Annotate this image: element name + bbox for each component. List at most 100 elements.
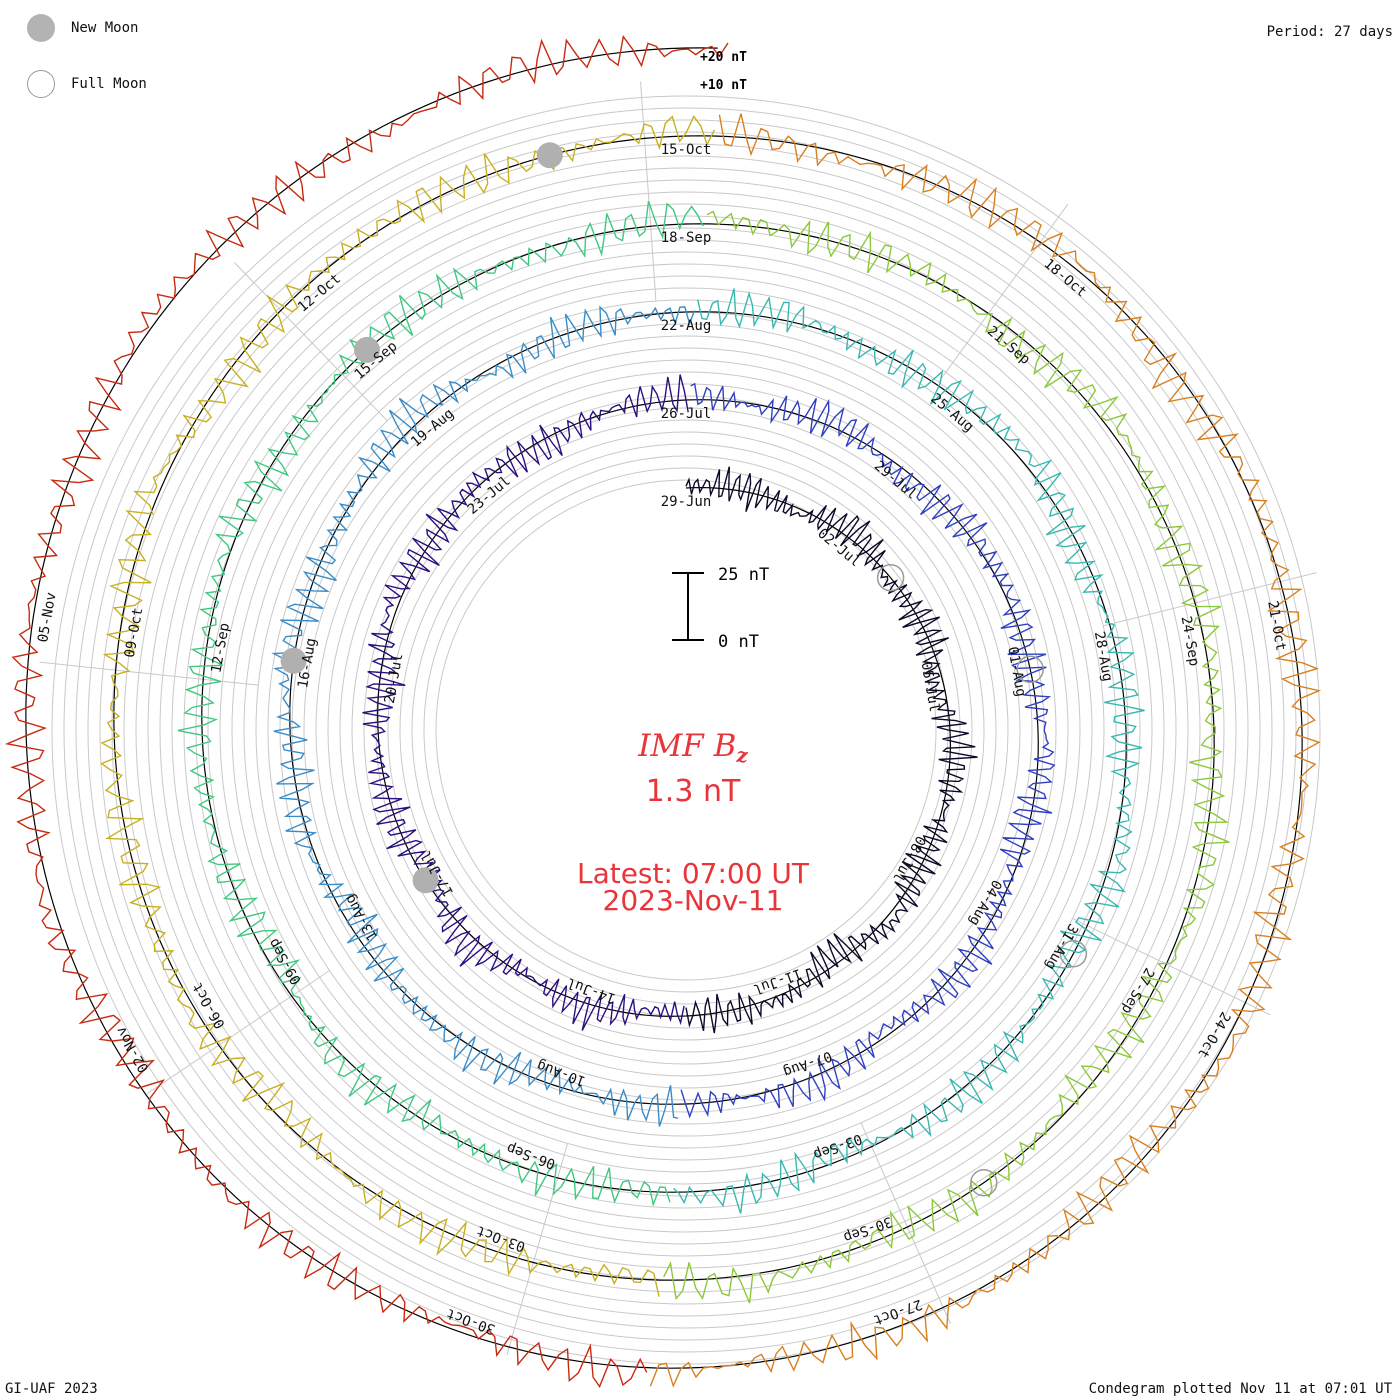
latest-date: 2023-Nov-11 — [602, 884, 784, 917]
date-label: 18-Oct — [1041, 256, 1090, 301]
series-segment-3 — [680, 382, 1056, 1119]
latest-time: Latest: 07:00 UT — [576, 857, 810, 890]
grid-ring — [375, 419, 997, 1041]
series-segment-5 — [673, 288, 1145, 1214]
moon-markers — [280, 142, 1088, 1197]
date-label: 11-Jul — [751, 965, 804, 997]
grid-ring — [231, 275, 1141, 1185]
grid-ring — [291, 335, 1081, 1125]
date-label: 07-Aug — [781, 1048, 834, 1080]
full-moon-marker — [1059, 939, 1088, 968]
spoke — [146, 970, 330, 1094]
scale-labels: +20 nT +10 nT — [700, 50, 747, 93]
grid-ring — [255, 299, 1117, 1161]
new-moon-icon — [27, 14, 55, 42]
date-label: 06-Oct — [190, 979, 229, 1031]
date-label: 12-Oct — [295, 271, 344, 316]
chart-title: IMF Bz — [0, 728, 1386, 767]
date-label: 05-Jul — [918, 661, 943, 714]
series-segment-10 — [4, 34, 729, 1388]
series-segment-8 — [100, 115, 716, 1297]
grid-ring — [363, 407, 1009, 1053]
full-moon-marker — [970, 1168, 998, 1197]
footer-plotted: Condegram plotted Nov 11 at 07:01 UT — [1088, 1381, 1392, 1397]
date-label: 18-Sep — [661, 230, 712, 246]
date-label: 01-Aug — [1004, 645, 1029, 698]
spokes — [39, 81, 1317, 1355]
grid-ring — [123, 167, 1249, 1293]
series-segment-6 — [177, 200, 704, 1207]
grid-ring — [183, 227, 1189, 1233]
grid-ring — [99, 143, 1273, 1317]
date-label: 03-Oct — [474, 1222, 527, 1254]
date-label: 24-Sep — [1178, 615, 1203, 668]
grid-ring — [159, 203, 1213, 1257]
date-label: 27-Oct — [871, 1296, 924, 1328]
date-label: 21-Oct — [1264, 600, 1289, 653]
series-segment-4 — [271, 305, 696, 1127]
legend-new-moon: New Moon — [27, 14, 138, 42]
footer-credit: GI-UAF 2023 — [5, 1381, 98, 1397]
series-segment-1 — [685, 466, 978, 1034]
new-moon-marker — [536, 142, 563, 169]
scale-bar-top-label: 25 nT — [718, 565, 769, 585]
date-label: 14-Jul — [565, 974, 618, 1006]
date-label: 30-Oct — [444, 1305, 497, 1337]
date-label: 27-Sep — [1118, 965, 1157, 1017]
spoke — [1103, 572, 1317, 627]
scale-bar: 25 nT 0 nT — [672, 565, 769, 652]
grid-ring — [387, 431, 985, 1029]
spoke — [1072, 917, 1271, 1016]
scale-label: +20 nT — [700, 50, 747, 65]
grid-ring — [411, 455, 961, 1005]
date-label: 22-Aug — [661, 318, 712, 334]
date-label: 15-Oct — [661, 142, 712, 158]
grid-ring — [303, 347, 1069, 1113]
chart-title-subscript: z — [736, 743, 748, 767]
date-label: 29-Jul — [871, 458, 920, 503]
spoke — [938, 203, 1069, 383]
new-moon-marker — [280, 647, 307, 674]
scale-label: +10 nT — [700, 78, 747, 93]
legend-new-moon-label: New Moon — [71, 20, 139, 36]
series-segment-2 — [362, 374, 689, 1031]
date-label: 20-Jul — [382, 652, 407, 705]
legend-full-moon: Full Moon — [27, 70, 147, 98]
date-label: 12-Sep — [208, 622, 233, 675]
chart-title-main: IMF B — [638, 728, 737, 764]
spoke — [506, 1143, 569, 1355]
period-label: Period: 27 days — [1266, 24, 1393, 40]
full-moon-marker — [1016, 655, 1044, 684]
spoke — [640, 81, 657, 302]
new-moon-marker — [354, 336, 380, 363]
full-moon-icon — [27, 70, 55, 98]
grid-ring — [351, 395, 1021, 1065]
grid-ring — [63, 107, 1309, 1353]
series-segment-7 — [663, 210, 1230, 1304]
bz-series — [4, 34, 1322, 1388]
series-segment-9 — [649, 113, 1322, 1388]
grid-ring — [75, 119, 1297, 1341]
date-label: 05-Nov — [35, 591, 60, 644]
grid-ring — [171, 215, 1201, 1245]
grid-ring — [315, 359, 1057, 1101]
new-moon-marker — [412, 867, 439, 894]
date-label: 28-Aug — [1091, 630, 1116, 683]
date-label: 26-Jul — [661, 406, 712, 422]
spoke — [234, 262, 388, 422]
grid-ring — [195, 239, 1177, 1221]
date-label: 09-Oct — [122, 606, 147, 659]
grid-ring — [435, 479, 937, 981]
date-label: 02-Nov — [113, 1023, 152, 1075]
current-value: 1.3 nT — [645, 774, 741, 809]
full-moon-marker — [876, 563, 905, 592]
date-label: 29-Jun — [661, 494, 712, 510]
grid-ring — [207, 251, 1165, 1209]
legend-full-moon-label: Full Moon — [71, 76, 147, 92]
scale-bar-bottom-label: 0 nT — [718, 632, 759, 652]
date-label: 16-Aug — [295, 637, 320, 690]
grid-ring — [147, 191, 1225, 1269]
spoke — [39, 661, 259, 686]
spoke — [860, 1122, 951, 1324]
